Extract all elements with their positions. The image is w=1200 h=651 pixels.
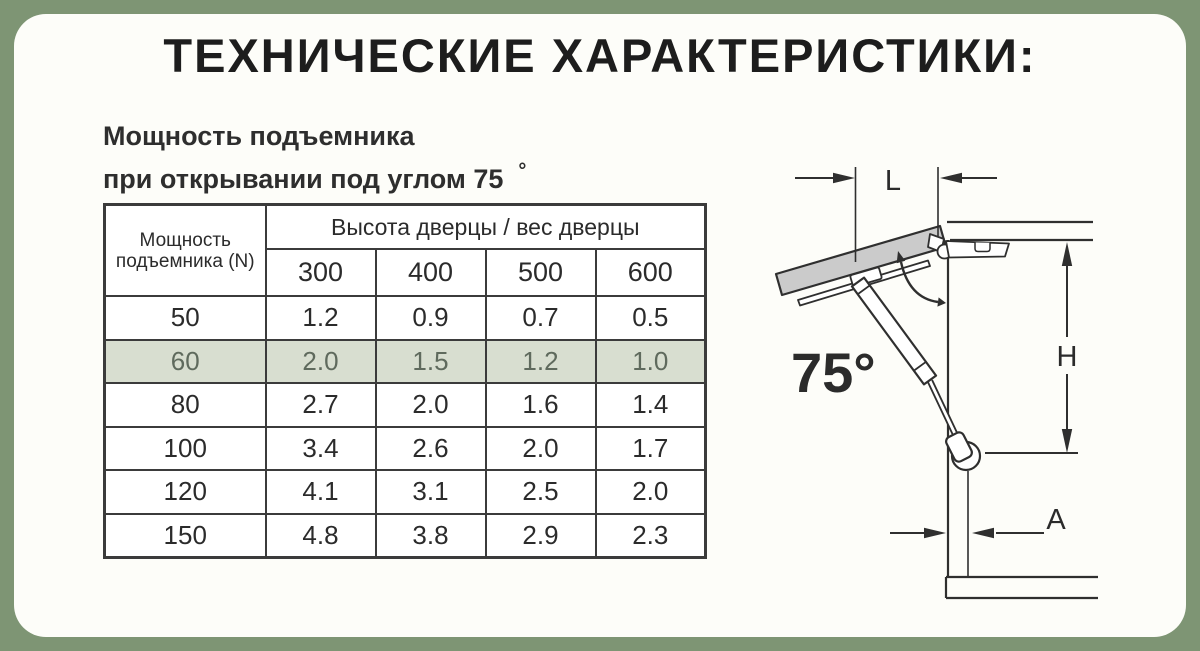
angle-value-label: 75°	[791, 341, 876, 404]
value-cell: 2.9	[484, 512, 597, 559]
col-header-span: Высота дверцы / вес дверцы	[264, 203, 707, 250]
col-header-300: 300	[264, 248, 377, 297]
value-cell: 0.5	[594, 295, 707, 341]
angle-arc	[896, 251, 946, 307]
power-cell: 120	[103, 469, 267, 515]
value-cell: 2.3	[594, 512, 707, 559]
value-cell: 1.6	[484, 382, 597, 428]
table-row: 100 3.4 2.6 2.0 1.7	[103, 425, 707, 471]
spec-table: Мощность подъемника (N) Высота дверцы / …	[103, 203, 708, 559]
value-cell: 2.0	[264, 338, 377, 384]
col-header-400: 400	[374, 248, 487, 297]
strut-cylinder	[850, 276, 938, 386]
value-cell: 0.9	[374, 295, 487, 341]
degree-symbol: °	[518, 160, 527, 182]
dim-a-arrow-right-icon	[924, 527, 946, 539]
strut-cylinder-bands	[856, 284, 927, 372]
table-row: 50 1.2 0.9 0.7 0.5	[103, 295, 707, 341]
arc-arrow-up-icon	[896, 251, 906, 264]
dim-a-arrow-left-icon	[972, 527, 994, 539]
dimension-A: A	[890, 471, 1066, 577]
col-header-600: 600	[594, 248, 707, 297]
value-cell: 3.4	[264, 425, 377, 471]
table-caption: Мощность подъемника при открывании под у…	[103, 119, 526, 197]
value-cell: 1.5	[374, 338, 487, 384]
table-row: 150 4.8 3.8 2.9 2.3	[103, 512, 707, 559]
dim-h-arrow-up-icon	[1061, 242, 1073, 266]
table-row: 120 4.1 3.1 2.5 2.0	[103, 469, 707, 515]
dim-l-label: L	[885, 165, 901, 197]
value-cell: 1.4	[594, 382, 707, 428]
table-row: 80 2.7 2.0 1.6 1.4	[103, 382, 707, 428]
power-cell: 60	[103, 338, 267, 384]
dim-h-arrow-down-icon	[1061, 429, 1073, 453]
value-cell: 1.7	[594, 425, 707, 471]
page-title: ТЕХНИЧЕСКИЕ ХАРАКТЕРИСТИКИ:	[163, 29, 1037, 82]
cabinet-shelf	[944, 575, 1098, 600]
table-row-highlighted: 60 2.0 1.5 1.2 1.0	[103, 338, 707, 384]
value-cell: 2.0	[484, 425, 597, 471]
value-cell: 2.0	[594, 469, 707, 515]
gas-strut	[850, 276, 982, 472]
value-cell: 4.1	[264, 469, 377, 515]
power-cell: 80	[103, 382, 267, 428]
value-cell: 4.8	[264, 512, 377, 559]
value-cell: 2.6	[374, 425, 487, 471]
power-cell: 50	[103, 295, 267, 341]
caption-line-2: при открывании под углом 75 °	[103, 154, 526, 197]
value-cell: 2.7	[264, 382, 377, 428]
value-cell: 1.0	[594, 338, 707, 384]
power-cell: 150	[103, 512, 267, 559]
hinge-notch	[974, 242, 991, 253]
strut-end-fitting	[945, 431, 973, 463]
col-header-power: Мощность подъемника (N)	[103, 203, 267, 297]
value-cell: 2.0	[374, 382, 487, 428]
dim-a-label: A	[1046, 504, 1066, 536]
dimension-L: L	[795, 165, 997, 262]
arc-curve	[899, 261, 939, 304]
col-header-500: 500	[484, 248, 597, 297]
value-cell: 1.2	[264, 295, 377, 341]
value-cell: 0.7	[484, 295, 597, 341]
dim-l-arrow-left-icon	[940, 172, 962, 184]
value-cell: 1.2	[484, 338, 597, 384]
value-cell: 2.5	[484, 469, 597, 515]
power-cell: 100	[103, 425, 267, 471]
arc-arrow-right-icon	[937, 297, 946, 307]
dim-l-arrow-right-icon	[833, 172, 855, 184]
dim-h-label: H	[1057, 341, 1078, 373]
table-subheader-row: 300 400 500 600	[105, 248, 707, 297]
lift-mechanism-diagram: L H A 75°	[774, 165, 1098, 600]
dimension-H: H	[985, 242, 1078, 454]
caption-line-1: Мощность подъемника	[103, 121, 415, 151]
value-cell: 3.1	[374, 469, 487, 515]
value-cell: 3.8	[374, 512, 487, 559]
dim-l-extension-lines	[854, 167, 939, 262]
table-header-row: Мощность подъемника (N) Высота дверцы / …	[103, 203, 707, 297]
strut-rod	[928, 380, 958, 437]
